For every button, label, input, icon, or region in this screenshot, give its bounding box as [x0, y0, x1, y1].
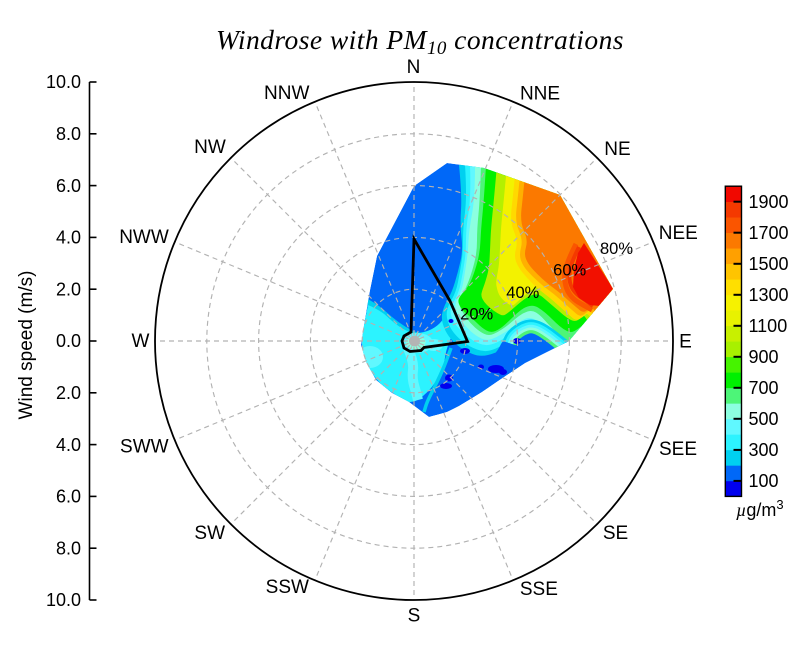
svg-text:W: W [132, 331, 150, 352]
svg-text:E: E [679, 331, 692, 352]
svg-text:2.0: 2.0 [56, 279, 81, 299]
svg-text:NEE: NEE [659, 223, 698, 244]
svg-text:1300: 1300 [749, 285, 789, 305]
svg-text:SSE: SSE [520, 579, 558, 600]
svg-text:40%: 40% [506, 284, 539, 302]
svg-text:NE: NE [604, 139, 630, 160]
svg-text:4.0: 4.0 [56, 228, 81, 248]
svg-text:1100: 1100 [749, 316, 788, 336]
svg-text:80%: 80% [600, 240, 633, 258]
svg-text:N: N [407, 57, 421, 78]
svg-text:500: 500 [749, 409, 779, 429]
svg-text:20%: 20% [460, 305, 493, 323]
svg-text:6.0: 6.0 [56, 487, 81, 507]
svg-text:NNE: NNE [520, 83, 560, 104]
svg-text:NW: NW [194, 137, 226, 158]
svg-text:10.0: 10.0 [46, 72, 81, 92]
svg-text:SE: SE [603, 523, 628, 544]
svg-text:SSW: SSW [266, 577, 309, 598]
svg-text:0.0: 0.0 [56, 331, 81, 351]
svg-text:SEE: SEE [659, 439, 697, 460]
svg-text:4.0: 4.0 [56, 435, 81, 455]
svg-text:300: 300 [749, 440, 779, 460]
svg-text:100: 100 [749, 471, 779, 491]
svg-text:10.0: 10.0 [46, 590, 81, 610]
svg-text:NWW: NWW [119, 227, 169, 248]
svg-text:SWW: SWW [120, 436, 169, 457]
svg-text:µg/m3: µg/m3 [736, 497, 784, 520]
svg-text:1700: 1700 [749, 223, 789, 243]
svg-text:SW: SW [194, 523, 225, 544]
svg-text:8.0: 8.0 [56, 538, 81, 558]
svg-text:NNW: NNW [264, 83, 309, 104]
svg-text:S: S [408, 605, 421, 626]
svg-text:700: 700 [749, 378, 779, 398]
svg-text:Windrose with PM10 concentrati: Windrose with PM10 concentrations [216, 24, 624, 59]
svg-text:60%: 60% [553, 262, 586, 280]
svg-text:1500: 1500 [749, 254, 789, 274]
svg-text:6.0: 6.0 [56, 176, 81, 196]
svg-text:8.0: 8.0 [56, 124, 81, 144]
svg-text:2.0: 2.0 [56, 383, 81, 403]
svg-text:900: 900 [749, 347, 779, 367]
svg-text:Wind speed (m/s): Wind speed (m/s) [16, 271, 37, 420]
svg-text:1900: 1900 [749, 192, 789, 212]
